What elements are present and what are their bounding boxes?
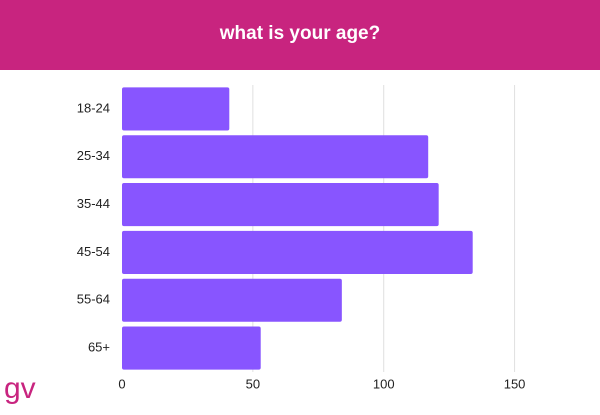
bar <box>122 135 429 179</box>
y-tick-label: 45-54 <box>77 244 110 259</box>
y-tick-label: 65+ <box>88 340 110 355</box>
y-tick-label: 35-44 <box>77 196 110 211</box>
x-tick-label: 0 <box>118 376 125 391</box>
chart-title: what is your age? <box>219 23 380 44</box>
bar <box>122 87 230 131</box>
bar <box>122 278 342 322</box>
header-band <box>0 0 600 70</box>
y-tick-label: 18-24 <box>77 100 110 115</box>
x-tick-label: 150 <box>504 376 526 391</box>
x-tick-label: 100 <box>373 376 395 391</box>
bar <box>122 326 261 370</box>
y-tick-label: 25-34 <box>77 148 110 163</box>
y-tick-label: 55-64 <box>77 292 110 307</box>
bar <box>122 183 439 227</box>
logo: gv <box>4 372 36 405</box>
bar <box>122 230 473 274</box>
x-tick-label: 50 <box>246 376 260 391</box>
